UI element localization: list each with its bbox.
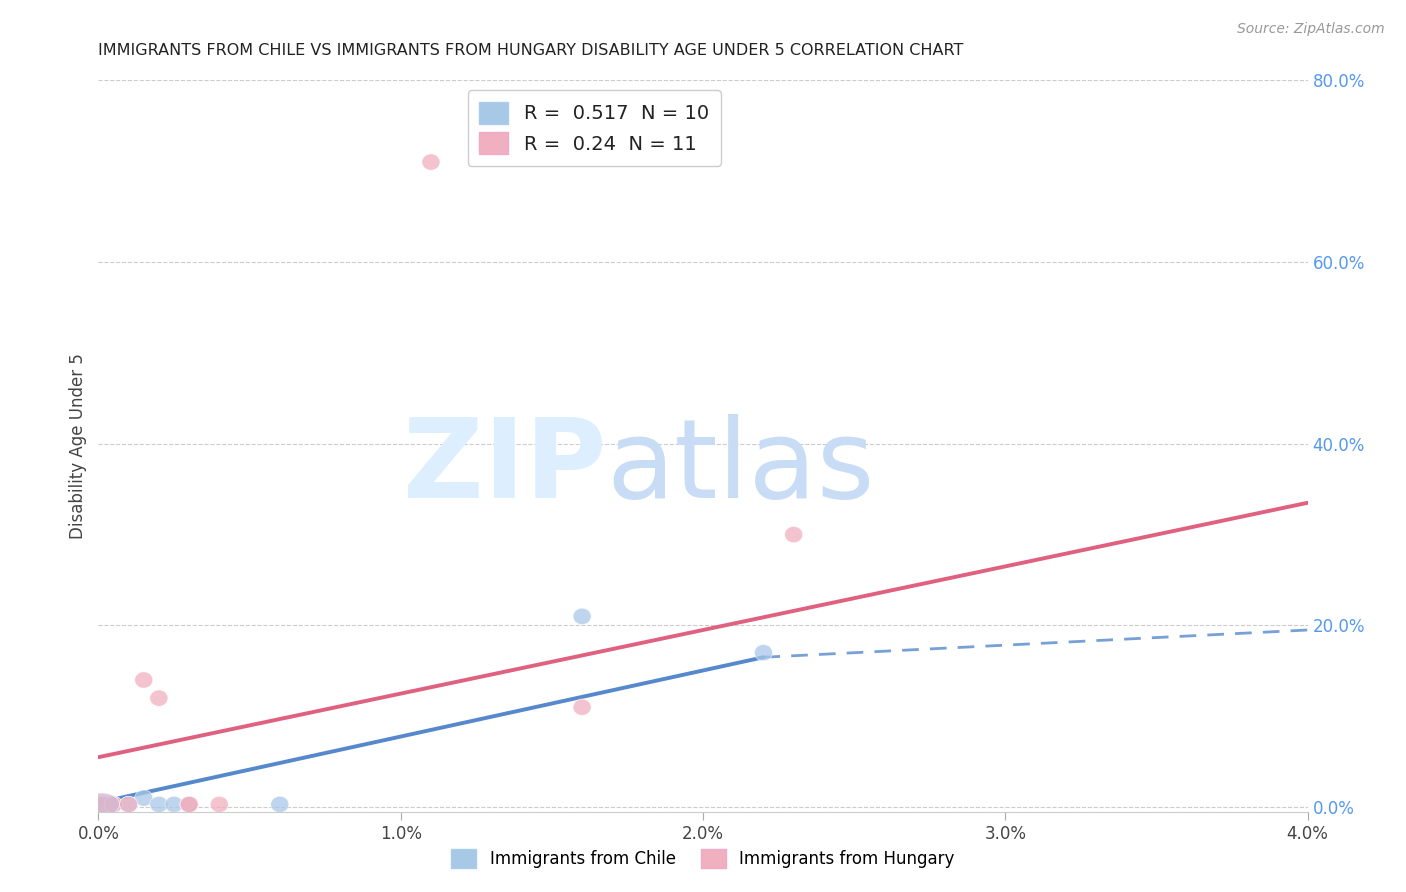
Ellipse shape [271, 797, 288, 813]
Y-axis label: Disability Age Under 5: Disability Age Under 5 [69, 353, 87, 539]
Ellipse shape [104, 797, 122, 813]
Text: Source: ZipAtlas.com: Source: ZipAtlas.com [1237, 22, 1385, 37]
Legend: Immigrants from Chile, Immigrants from Hungary: Immigrants from Chile, Immigrants from H… [444, 842, 962, 875]
Ellipse shape [120, 797, 138, 813]
Text: ZIP: ZIP [404, 415, 606, 522]
Ellipse shape [422, 154, 440, 170]
Ellipse shape [96, 797, 114, 813]
Ellipse shape [574, 608, 591, 624]
Text: IMMIGRANTS FROM CHILE VS IMMIGRANTS FROM HUNGARY DISABILITY AGE UNDER 5 CORRELAT: IMMIGRANTS FROM CHILE VS IMMIGRANTS FROM… [98, 44, 963, 58]
Ellipse shape [785, 526, 803, 542]
Ellipse shape [83, 793, 120, 816]
Ellipse shape [83, 793, 120, 816]
Ellipse shape [150, 690, 167, 706]
Ellipse shape [755, 645, 772, 661]
Ellipse shape [180, 797, 198, 813]
Ellipse shape [150, 797, 167, 813]
Ellipse shape [120, 797, 138, 813]
Ellipse shape [93, 797, 111, 813]
Ellipse shape [574, 699, 591, 715]
Ellipse shape [211, 797, 228, 813]
Ellipse shape [165, 797, 183, 813]
Text: atlas: atlas [606, 415, 875, 522]
Ellipse shape [180, 797, 198, 813]
Legend: R =  0.517  N = 10, R =  0.24  N = 11: R = 0.517 N = 10, R = 0.24 N = 11 [468, 90, 721, 166]
Ellipse shape [180, 797, 198, 813]
Ellipse shape [135, 672, 153, 688]
Ellipse shape [135, 790, 153, 806]
Ellipse shape [104, 797, 122, 813]
